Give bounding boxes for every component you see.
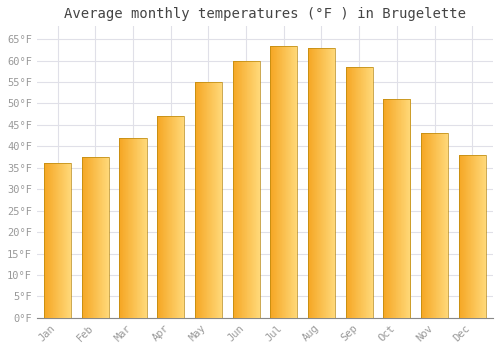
Bar: [120, 138, 146, 318]
Bar: [157, 116, 184, 318]
Bar: [195, 82, 222, 318]
Title: Average monthly temperatures (°F ) in Brugelette: Average monthly temperatures (°F ) in Br…: [64, 7, 466, 21]
Bar: [270, 46, 297, 318]
Bar: [232, 61, 260, 318]
Bar: [384, 99, 410, 318]
Bar: [421, 133, 448, 318]
Bar: [346, 67, 373, 318]
Bar: [44, 163, 71, 318]
Bar: [82, 157, 109, 318]
Bar: [458, 155, 486, 318]
Bar: [308, 48, 335, 318]
